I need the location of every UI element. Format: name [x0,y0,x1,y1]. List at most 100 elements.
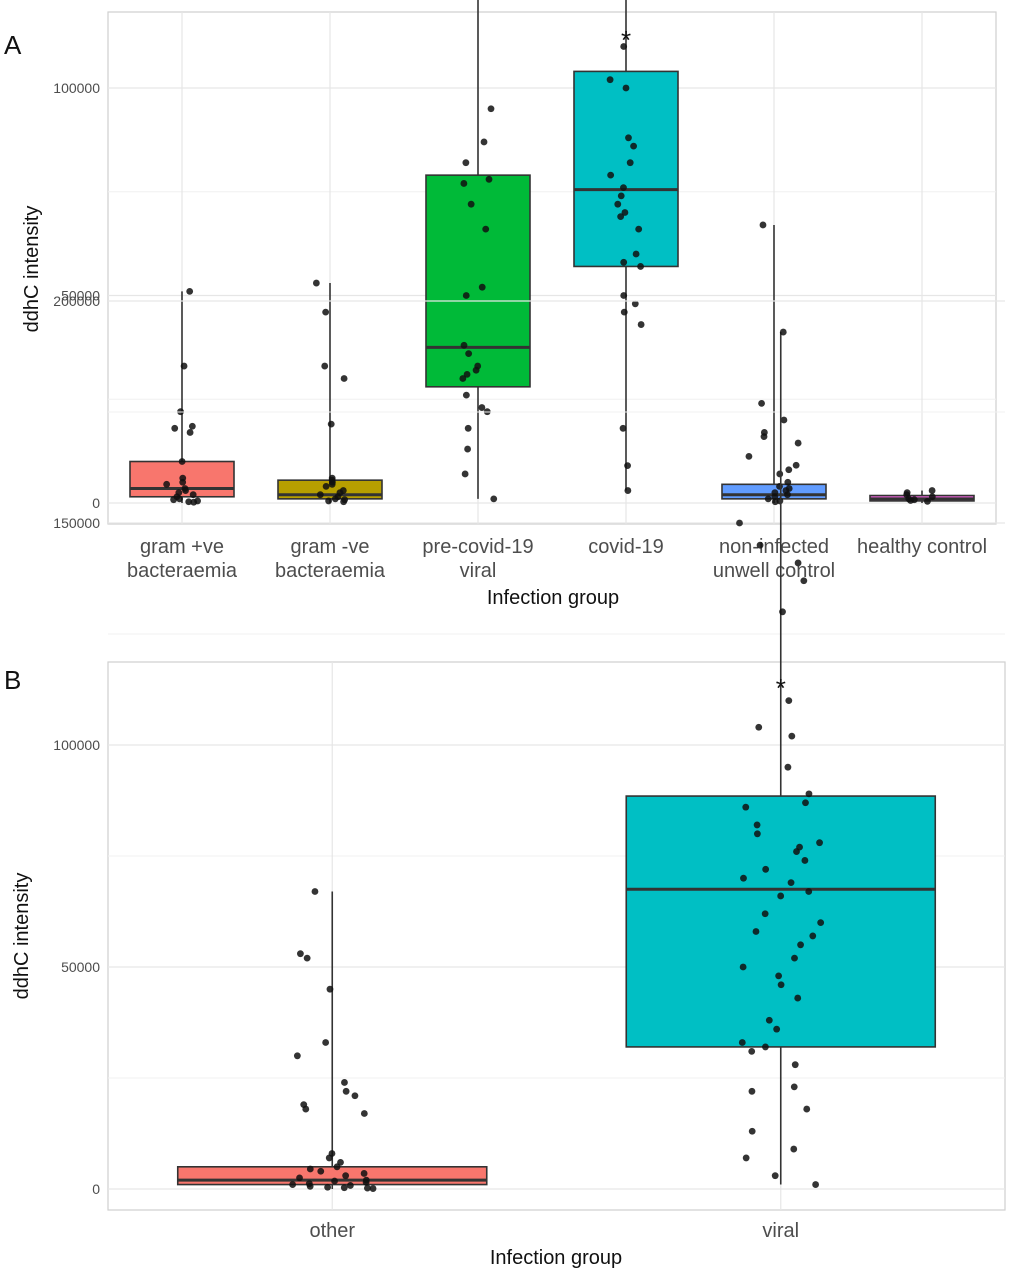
panel-b: 0 50000 100000 150000 200000 other viral * Infec… [4,293,1006,1269]
data-point [322,483,330,490]
data-point [460,341,468,349]
data-point [740,874,747,882]
data-point [321,362,329,370]
x-category-label: non-infected [719,536,829,558]
data-point [326,985,334,993]
data-point [620,292,628,299]
data-point [163,480,171,488]
data-point [293,1052,301,1060]
data-point [761,910,769,918]
y-tick-label: 0 [92,1181,100,1197]
data-point [289,1181,297,1188]
data-point [467,200,475,208]
data-point [784,763,792,771]
data-point [186,287,194,295]
data-point [816,839,823,847]
data-point [462,159,470,167]
data-point [302,1105,310,1113]
data-point [637,263,644,270]
significance-marker: * [776,673,786,703]
y-tick-label: 50000 [61,288,100,304]
data-point [765,1016,773,1024]
data-point [607,171,615,179]
data-point [784,491,791,499]
data-point [784,478,792,486]
data-point [801,857,809,864]
data-point [364,1184,371,1192]
data-point [621,209,629,216]
data-point [787,879,795,887]
data-point [176,495,183,503]
panel-label: A [4,30,22,60]
data-point [797,941,804,949]
data-point [460,180,468,187]
data-point [794,994,802,1002]
y-axis-title: ddhC intensity [21,206,43,333]
data-point [791,954,798,962]
data-point [794,439,802,447]
data-point [362,1178,370,1186]
data-point [464,445,472,453]
data-point [351,1092,359,1100]
data-point [928,487,936,494]
data-point [186,429,194,436]
box [625,795,937,1048]
panel-a: 050000100000150000200000gram +vebacterae… [4,0,997,609]
x-category-label: unwell control [713,560,835,582]
data-point [340,498,348,506]
data-point [303,954,311,962]
x-axis-title: Infection group [487,587,619,609]
data-point [620,184,627,192]
data-point [306,1182,314,1190]
data-point [756,541,764,549]
data-point [748,1087,756,1095]
data-point [461,470,469,478]
data-point [776,483,783,490]
y-tick-label: 150000 [53,515,100,531]
y-tick-label: 100000 [53,80,100,96]
data-point [465,350,473,357]
x-category-label: other [309,1220,355,1242]
data-point [180,362,188,370]
x-category-label: gram -ve [291,536,370,558]
data-point [325,1154,333,1162]
data-point [773,1025,781,1033]
data-point [327,420,335,428]
data-point [630,142,637,150]
significance-marker: * [621,25,631,55]
data-point [762,865,770,873]
data-point [171,424,179,432]
y-tick-label: 200000 [53,293,100,309]
plot-area [107,11,997,525]
data-point [482,225,490,233]
data-point [614,200,622,208]
box [425,174,531,388]
data-point [805,790,813,798]
data-point [316,491,324,499]
data-point [190,498,198,506]
data-point [328,480,336,488]
data-point [777,981,785,989]
panel-label: B [4,665,21,695]
data-point [802,799,809,807]
data-point [620,258,628,266]
data-point [472,366,480,374]
data-point [631,300,639,308]
data-point [748,1047,756,1055]
data-point [340,375,348,382]
data-point [487,105,495,113]
data-point [624,487,632,494]
data-point [779,328,787,336]
data-point [785,466,793,474]
data-point [342,1172,350,1180]
data-point [369,1185,377,1192]
data-point [620,308,628,316]
data-point [924,497,931,505]
data-point [485,175,493,183]
data-point [185,498,193,506]
data-point [325,497,332,505]
data-point [178,458,186,465]
data-point [619,424,627,432]
data-point [464,424,472,432]
